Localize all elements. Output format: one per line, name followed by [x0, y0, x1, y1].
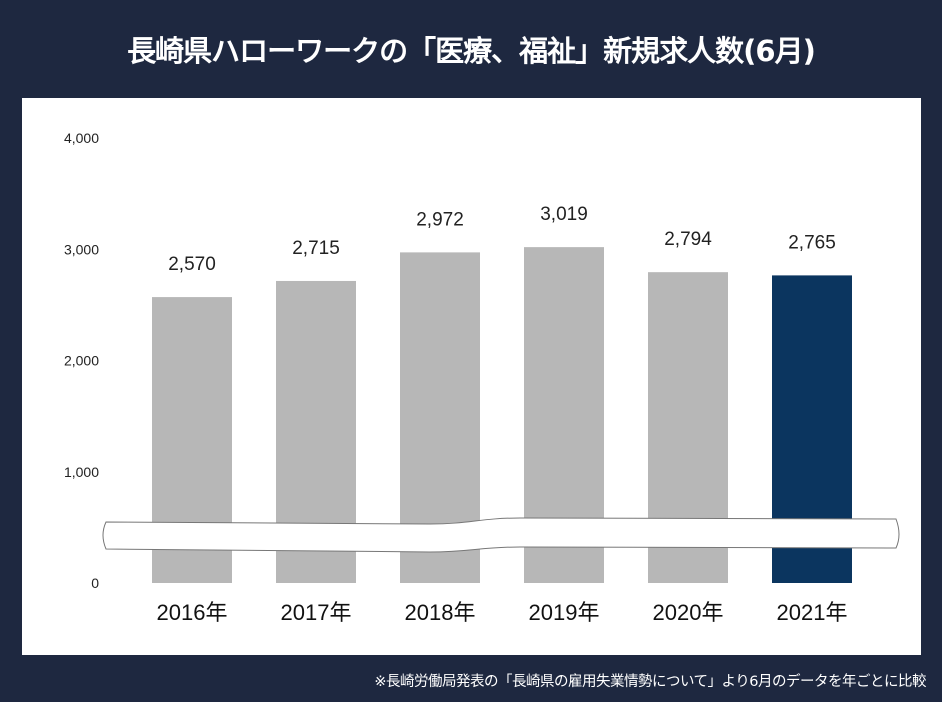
footnote: ※長崎労働局発表の「長崎県の雇用失業情勢について」より6月のデータを年ごとに比較: [374, 674, 926, 690]
y-tick-label: 4,000: [64, 130, 99, 146]
x-tick-label: 2021年: [777, 600, 848, 625]
x-tick-label: 2017年: [281, 600, 352, 625]
y-tick-label: 3,000: [64, 241, 99, 257]
data-label: 2,715: [292, 238, 340, 259]
data-label: 3,019: [540, 204, 588, 225]
chart-title: 長崎県ハローワークの「医療、福祉」新規求人数(6月): [127, 34, 816, 68]
x-tick-label: 2016年: [157, 600, 228, 625]
x-tick-label: 2020年: [653, 600, 724, 625]
data-label: 2,794: [664, 229, 712, 250]
y-tick-label: 1,000: [64, 464, 99, 480]
y-tick-label: 2,000: [64, 353, 99, 369]
data-label: 2,765: [788, 232, 836, 253]
x-tick-label: 2019年: [529, 600, 600, 625]
data-label: 2,570: [168, 254, 216, 275]
y-tick-label: 0: [91, 575, 99, 591]
data-label: 2,972: [416, 209, 464, 230]
axis-break-band: [102, 517, 900, 553]
x-tick-label: 2018年: [405, 600, 476, 625]
